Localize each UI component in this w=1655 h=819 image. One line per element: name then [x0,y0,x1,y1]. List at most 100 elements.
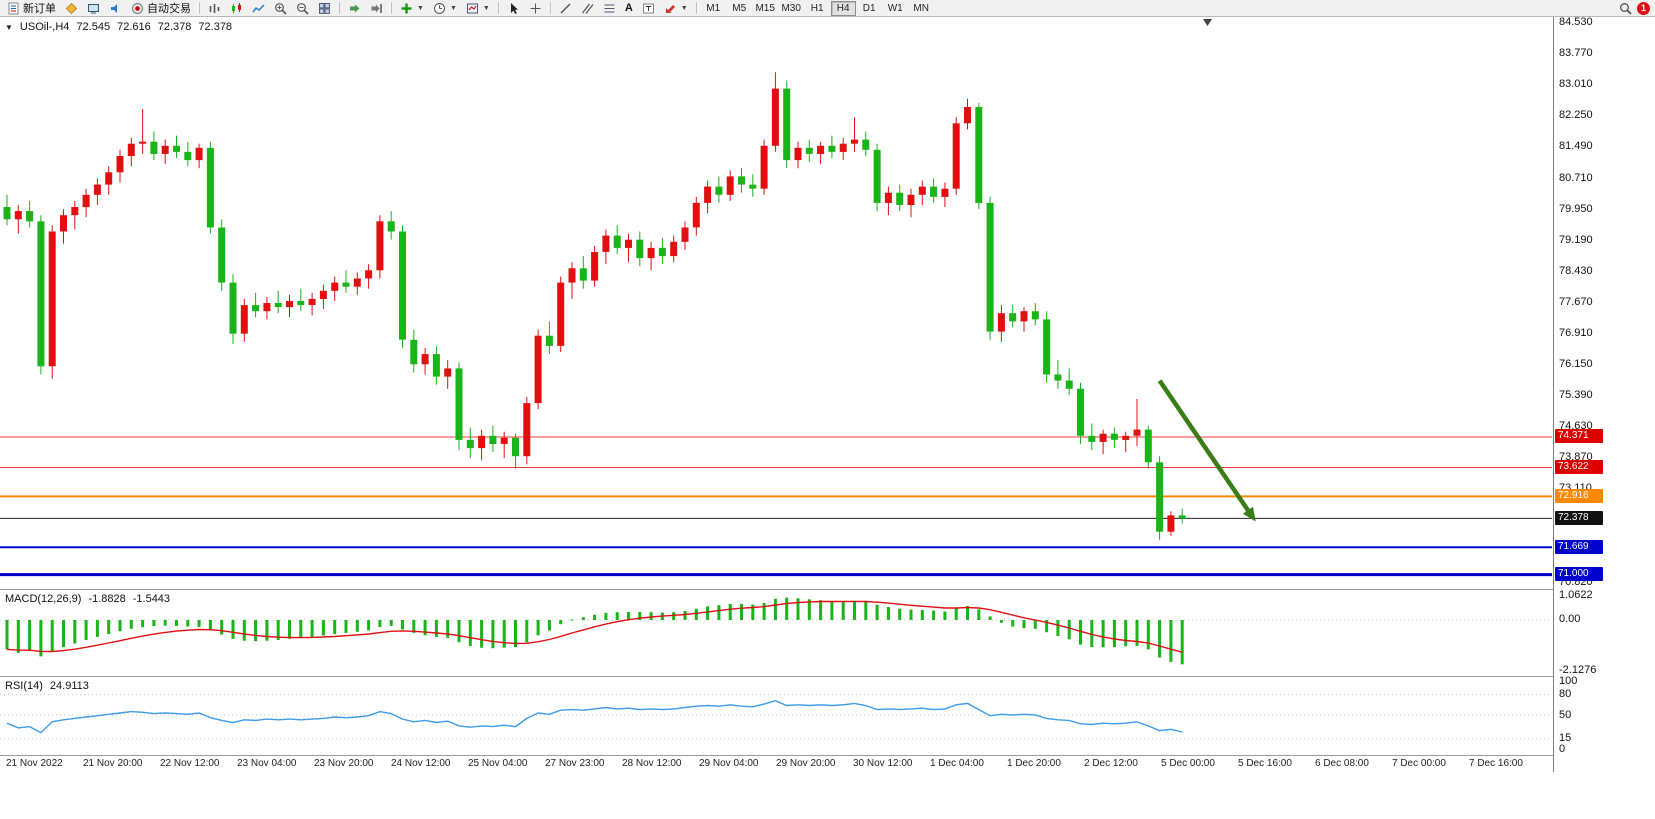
chart-shift-button[interactable] [366,1,387,16]
search-icon [1620,2,1632,15]
candlestick-chart-icon [232,2,241,13]
rsi-scale-label: 15 [1559,732,1572,745]
price-axis-label: 79.190 [1559,233,1593,246]
panel-divider[interactable] [0,589,1655,590]
price-axis-label: 79.950 [1559,202,1593,215]
chevron-down-icon: ▼ [449,4,457,12]
arrows-button[interactable]: ▼ [660,1,692,16]
time-axis[interactable]: 21 Nov 2022 21 Nov 20:00 22 Nov 12:00 23 No… [0,756,1552,772]
tile-windows-button[interactable] [314,1,335,16]
candlestick-chart-button[interactable] [226,1,247,16]
main-chart-panel[interactable]: ▼ USOil-,H4 72.545 72.616 72.378 72.378 [0,17,1552,589]
time-axis-label: 21 Nov 2022 [6,758,63,769]
price-tag: 71.669 [1555,539,1603,554]
indicators-button[interactable]: ▼ [396,1,428,16]
cursor-button[interactable] [503,1,524,16]
auto-trading-button[interactable]: 自动交易 [127,1,195,16]
macd-label: MACD(12,26,9) -1.8828 -1.5443 [5,593,170,605]
macd-signal-value: -1.5443 [132,593,171,605]
trendline-button[interactable] [555,1,576,16]
macd-scale-label: -2.1276 [1559,663,1597,676]
tile-windows-icon [319,2,330,14]
chevron-down-icon: ▼ [680,4,688,12]
new-order-button[interactable]: 新订单 [3,1,60,16]
timeframe-button-d1[interactable]: D1 [857,1,882,16]
ohlc-high: 72.616 [117,21,151,33]
ohlc-close: 72.378 [198,21,233,33]
data-window-icon [88,3,99,13]
clock-icon [433,2,445,14]
sound-button[interactable] [105,1,126,16]
time-axis-label: 2 Dec 12:00 [1084,758,1138,769]
timeframe-button-w1[interactable]: W1 [883,1,908,16]
periods-button[interactable]: ▼ [429,1,461,16]
rsi-name: RSI(14) [5,680,43,692]
toolbar-separator [695,2,697,14]
crosshair-button[interactable] [525,1,546,16]
zoom-in-button[interactable] [270,1,291,16]
timeframe-button-h1[interactable]: H1 [805,1,830,16]
timeframe-button-m5[interactable]: M5 [727,1,752,16]
metaeditor-button[interactable] [61,1,82,16]
chevron-down-icon: ▼ [482,4,490,12]
time-axis-label: 29 Nov 20:00 [776,758,836,769]
crosshair-icon [530,3,541,13]
time-axis-label: 23 Nov 20:00 [314,758,374,769]
fibonacci-icon [604,4,615,12]
search-button[interactable] [1615,1,1636,16]
ohlc-open: 72.545 [76,21,111,33]
auto-scroll-button[interactable] [344,1,365,16]
price-axis-label: 73.870 [1559,450,1593,463]
chart-shift-icon [371,3,382,13]
macd-panel[interactable]: MACD(12,26,9) -1.8828 -1.5443 [0,590,1552,676]
timeframe-button-m1[interactable]: M1 [701,1,726,16]
text-button[interactable]: A [621,1,637,16]
time-axis-label: 25 Nov 04:00 [468,758,528,769]
timeframe-button-h4[interactable]: H4 [830,0,856,16]
time-axis-label: 28 Nov 12:00 [622,758,682,769]
rsi-scale-label: 80 [1559,688,1572,701]
panel-divider[interactable] [0,676,1655,677]
time-axis-label: 1 Dec 20:00 [1007,758,1061,769]
channel-icon [581,3,594,14]
time-axis-label: 23 Nov 04:00 [237,758,297,769]
price-chart-canvas[interactable] [0,17,1552,589]
metaeditor-icon [65,2,78,14]
toolbar-separator [199,2,200,14]
zoom-out-button[interactable] [292,1,313,16]
panel-divider [0,755,1655,756]
text-label-button[interactable] [638,1,659,16]
rsi-scale-label: 50 [1559,708,1572,721]
new-order-label: 新订单 [23,3,56,15]
rsi-scale-label: 100 [1559,674,1578,687]
cursor-icon [510,2,518,14]
price-tag: 72.378 [1555,510,1603,525]
toolbar: 新订单 自动交易 [0,0,1655,17]
bar-chart-icon [209,3,220,13]
timeframe-button-mn[interactable]: MN [909,1,934,16]
price-axis-label: 75.390 [1559,388,1593,401]
price-axis-label: 84.530 [1559,15,1593,28]
macd-name: MACD(12,26,9) [5,593,82,605]
time-axis-label: 7 Dec 16:00 [1469,758,1523,769]
symbol-dropdown-icon[interactable]: ▼ [5,22,13,32]
sound-icon [111,3,117,13]
data-window-button[interactable] [83,1,104,16]
timeframe-button-m15[interactable]: M15 [753,1,778,16]
bar-chart-button[interactable] [204,1,225,16]
fibonacci-button[interactable] [599,1,620,16]
channel-button[interactable] [577,1,598,16]
price-axis-label: 81.490 [1559,139,1593,152]
rsi-panel[interactable]: RSI(14) 24.9113 [0,677,1552,755]
price-axis[interactable]: 84.530 83.770 83.010 82.250 81.490 80.710 79.9… [1553,15,1655,772]
chevron-down-icon: ▼ [417,4,424,12]
notification-badge[interactable]: 1 [1637,1,1650,15]
price-axis-label: 80.710 [1559,171,1593,184]
time-axis-label: 29 Nov 04:00 [699,758,759,769]
timeframe-button-m30[interactable]: M30 [779,1,804,16]
time-axis-label: 5 Dec 00:00 [1161,758,1215,769]
macd-canvas [0,597,1552,665]
templates-button[interactable]: ▼ [462,1,494,16]
line-chart-button[interactable] [248,1,269,16]
price-axis-label: 76.910 [1559,326,1593,339]
